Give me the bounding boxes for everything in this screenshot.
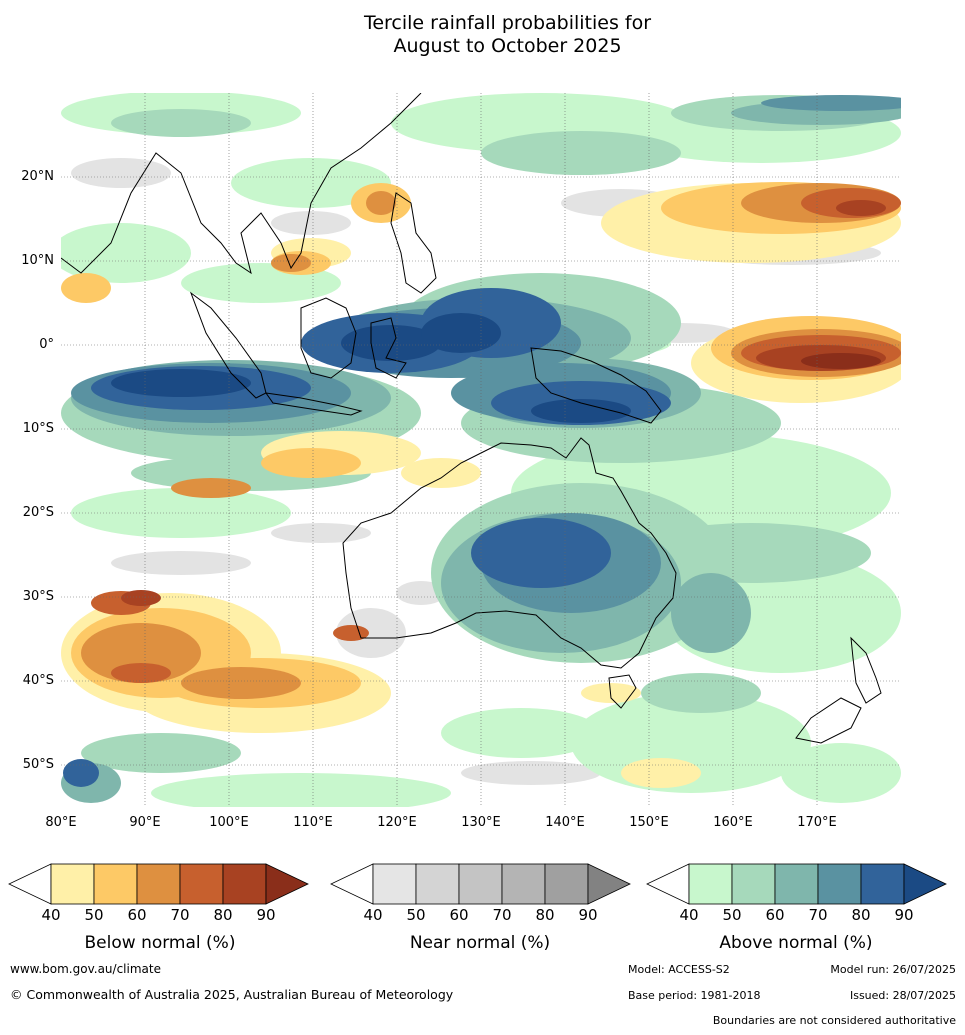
colorbar-tick-label: 80 <box>213 906 233 924</box>
colorbar-swatch <box>222 863 267 905</box>
longitude-label: 120°E <box>377 815 417 830</box>
colorbar-swatch <box>458 863 503 905</box>
java-coastline <box>264 392 363 416</box>
issued-text: Issued: 28/07/2025 <box>849 989 956 1002</box>
philippines-coastline <box>390 192 437 294</box>
colorbar-tick-label: 50 <box>722 906 742 924</box>
colorbar-tick-label: 40 <box>679 906 699 924</box>
latitude-label: 30°S <box>22 589 54 604</box>
below-normal-90-patches <box>801 353 881 369</box>
new-guinea-coastline <box>530 347 662 424</box>
colorbar-swatch <box>860 863 905 905</box>
colorbar-swatch <box>501 863 546 905</box>
colorbar-tick-label: 70 <box>170 906 190 924</box>
below-normal-colorbar <box>8 863 309 905</box>
colorbar-high-extension <box>265 863 309 905</box>
colorbar-swatch <box>817 863 862 905</box>
colorbar-swatch <box>415 863 460 905</box>
colorbar-swatch <box>179 863 224 905</box>
title-line-1: Tercile rainfall probabilities for <box>363 12 652 34</box>
colorbar-tick-label: 90 <box>894 906 914 924</box>
website-link[interactable]: www.bom.gov.au/climate <box>10 962 161 976</box>
colorbar-tick-label: 60 <box>765 906 785 924</box>
above-normal-colorbar <box>646 863 947 905</box>
colorbar-tick-label: 50 <box>406 906 426 924</box>
model-run-text: Model run: 26/07/2025 <box>830 963 956 976</box>
longitude-label: 160°E <box>713 815 753 830</box>
colorbar-tick-label: 90 <box>578 906 598 924</box>
longitude-label: 80°E <box>45 815 77 830</box>
colorbar-tick-label: 80 <box>535 906 555 924</box>
coastlines <box>61 93 882 744</box>
latitude-label: 0° <box>39 337 54 352</box>
colorbar-high-extension <box>903 863 947 905</box>
longitude-label: 140°E <box>545 815 585 830</box>
longitude-label: 130°E <box>461 815 501 830</box>
near-normal-title: Near normal (%) <box>409 933 551 953</box>
colorbar-tick-label: 70 <box>492 906 512 924</box>
disclaimer-text: Boundaries are not considered authoritat… <box>712 1014 956 1027</box>
copyright-text: © Commonwealth of Australia 2025, Austra… <box>10 987 454 1002</box>
new-zealand-north-coastline <box>850 636 882 704</box>
colorbar-swatch <box>93 863 138 905</box>
colorbar-low-extension <box>330 863 374 905</box>
colorbar-tick-label: 40 <box>41 906 61 924</box>
longitude-label: 110°E <box>293 815 333 830</box>
colorbar-swatch <box>50 863 95 905</box>
colorbar-tick-label: 60 <box>449 906 469 924</box>
longitude-label: 90°E <box>129 815 161 830</box>
latitude-label: 10°N <box>21 253 54 268</box>
borneo-coastline <box>300 297 357 379</box>
latitude-label: 20°S <box>22 505 54 520</box>
map-title: Tercile rainfall probabilities for Augus… <box>0 12 965 58</box>
longitude-label: 150°E <box>629 815 669 830</box>
colorbar-tick-label: 40 <box>363 906 383 924</box>
colorbar-swatch <box>136 863 181 905</box>
colorbar-swatch <box>731 863 776 905</box>
longitude-label: 100°E <box>209 815 249 830</box>
new-zealand-south-coastline <box>795 697 862 744</box>
sulawesi-coastline <box>370 317 407 379</box>
latitude-label: 20°N <box>21 169 54 184</box>
latitude-label: 10°S <box>22 421 54 436</box>
graticule <box>61 93 901 807</box>
longitude-label: 170°E <box>797 815 837 830</box>
colorbar-tick-label: 80 <box>851 906 871 924</box>
colorbar-swatch <box>688 863 733 905</box>
colorbar-tick-label: 90 <box>256 906 276 924</box>
rainfall-probability-map <box>61 93 901 807</box>
tasmania-coastline <box>608 674 637 709</box>
colorbar-tick-label: 70 <box>808 906 828 924</box>
colorbar-swatch <box>774 863 819 905</box>
colorbar-high-extension <box>587 863 631 905</box>
mainland-asia-coastline <box>61 93 422 275</box>
base-period-text: Base period: 1981-2018 <box>628 989 761 1002</box>
colorbar-swatch <box>544 863 589 905</box>
colorbar-low-extension <box>646 863 690 905</box>
colorbar-swatch <box>372 863 417 905</box>
above-normal-title: Above normal (%) <box>719 933 873 953</box>
model-text: Model: ACCESS-S2 <box>628 963 730 976</box>
latitude-label: 40°S <box>22 673 54 688</box>
colorbar-tick-label: 60 <box>127 906 147 924</box>
colorbar-low-extension <box>8 863 52 905</box>
near-normal-colorbar <box>330 863 631 905</box>
title-line-2: August to October 2025 <box>393 35 622 57</box>
colorbar-tick-label: 50 <box>84 906 104 924</box>
latitude-label: 50°S <box>22 757 54 772</box>
below-normal-title: Below normal (%) <box>84 933 236 953</box>
australia-coastline <box>342 437 677 669</box>
